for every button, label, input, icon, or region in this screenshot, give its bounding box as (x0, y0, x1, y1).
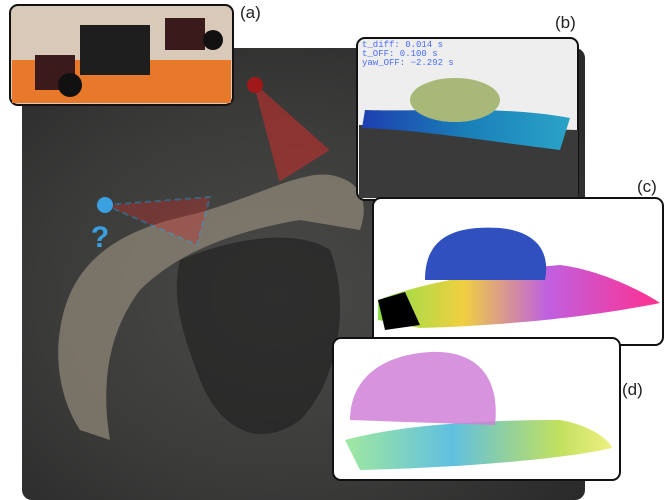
unknown-position (97, 197, 113, 213)
lens-left (58, 73, 82, 97)
figure: ? (a) t_diff: 0.014 s t_OFF: 0.100 s yaw… (0, 0, 668, 500)
question-mark: ? (91, 221, 109, 254)
overlay-text: yaw_OFF: −2.292 s (362, 58, 454, 68)
page: {"panels": [ {"label": "(a)"}, {"label":… (0, 0, 668, 500)
camera-body (80, 25, 150, 75)
point-cloud-bush (410, 78, 500, 122)
lens-right (203, 30, 223, 50)
panel-label: (d) (622, 380, 643, 399)
panel-label: (c) (637, 177, 657, 196)
panel-label: (a) (240, 3, 261, 22)
camera-position (247, 77, 263, 93)
camera-right (165, 18, 205, 50)
panel-label: (b) (555, 13, 576, 32)
